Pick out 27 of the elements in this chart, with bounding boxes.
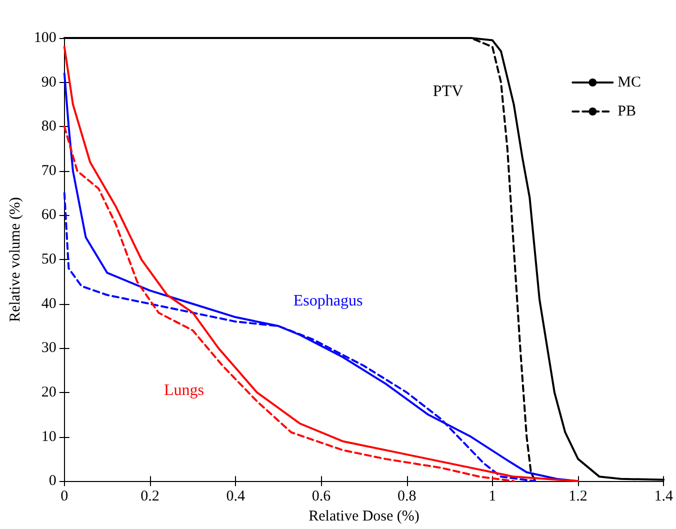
annotation: Esophagus <box>293 292 363 310</box>
y-tick-label: 80 <box>41 118 56 135</box>
y-axis-title: Relative volume (%) <box>8 197 24 322</box>
y-tick-label: 40 <box>41 296 56 312</box>
annotation: PTV <box>432 83 464 100</box>
y-tick-label: 60 <box>41 207 56 224</box>
legend-label: PB <box>618 104 636 120</box>
y-tick-label: 10 <box>41 428 56 445</box>
y-tick-label: 70 <box>41 162 56 179</box>
x-tick-label: 0.6 <box>312 488 332 505</box>
y-tick-label: 20 <box>41 384 56 400</box>
x-tick-label: 0.2 <box>140 488 160 505</box>
y-tick-label: 50 <box>41 252 56 268</box>
x-tick-label: 1 <box>488 488 496 505</box>
x-tick-label: 0.8 <box>397 488 416 505</box>
annotation: Lungs <box>164 382 204 399</box>
y-tick-label: 0 <box>48 473 56 490</box>
y-tick-label: 100 <box>34 30 56 46</box>
line-series <box>63 126 515 482</box>
x-tick-label: 1.4 <box>654 488 674 505</box>
x-tick-label: 0.4 <box>226 488 246 505</box>
x-tick-label: 0 <box>60 488 68 505</box>
y-tick-label: 90 <box>41 74 56 90</box>
x-tick-label: 1.2 <box>568 488 588 505</box>
y-tick-label: 30 <box>41 340 56 356</box>
x-axis-title: Relative Dose (%) <box>308 508 420 524</box>
legend-label: MC <box>618 74 641 90</box>
